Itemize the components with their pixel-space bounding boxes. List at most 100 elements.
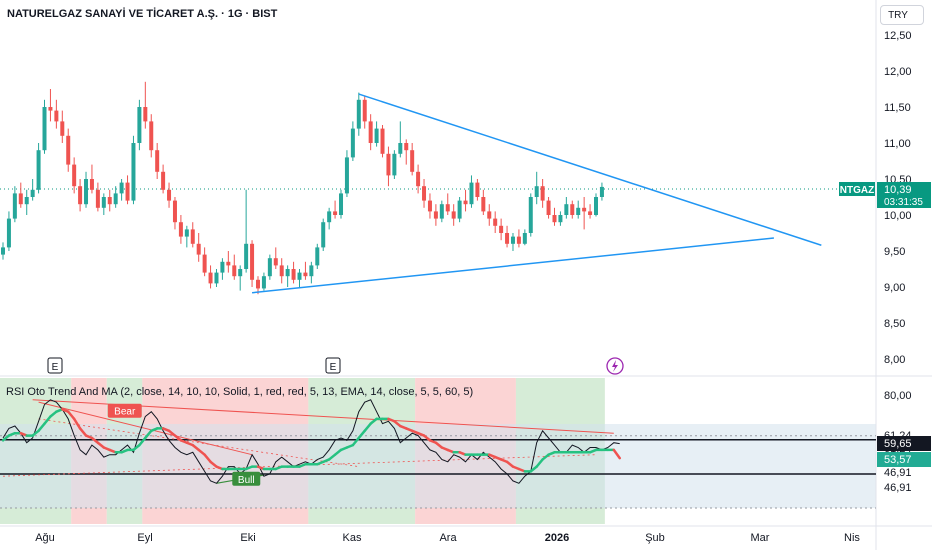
candle-body (380, 128, 385, 154)
rsi-ma-segment (369, 417, 378, 425)
candle-body (250, 243, 255, 280)
rsi-ma-segment (434, 441, 444, 449)
candle-body (72, 164, 77, 187)
earnings-marker-label: E (52, 362, 59, 373)
earnings-marker[interactable] (325, 357, 341, 374)
rsi-band-fill (0, 424, 876, 508)
candle-body (404, 143, 409, 151)
rsi-indicator-legend[interactable]: RSI Oto Trend And MA (2, close, 14, 10, … (6, 386, 474, 398)
candle-body (60, 121, 65, 136)
candle-body (522, 233, 527, 244)
chart-title: NATURELGAZ SANAYİ VE TİCARET A.Ş. · 1G ·… (7, 8, 278, 20)
candle-body (516, 236, 521, 244)
candle-body (469, 182, 474, 205)
earnings-marker-label: E (330, 362, 337, 373)
candle-body (42, 107, 47, 151)
candle-body (244, 243, 249, 269)
candle-body (576, 207, 581, 215)
candle-body (279, 265, 284, 277)
bull-label: Bull (238, 475, 255, 486)
rsi-ma-segment (393, 420, 402, 428)
candle-body (303, 272, 308, 277)
rsi-ma-segment (96, 441, 106, 449)
candle-body (214, 272, 219, 284)
candle-body (54, 110, 59, 122)
candle-body (24, 197, 29, 205)
candle-body (149, 121, 154, 151)
candle-body (552, 215, 557, 223)
rsi-tick-label: 46,91 (884, 467, 912, 479)
rsi-ma-segment (535, 458, 544, 468)
rsi-ma-segment (138, 436, 147, 447)
candle-body (273, 258, 278, 266)
candle-body (309, 265, 314, 277)
price-tag-bg (877, 182, 931, 208)
candle-body (510, 236, 515, 244)
candle-body (594, 197, 598, 215)
rsi-ma-segment (167, 429, 177, 437)
currency-label: TRY (888, 10, 908, 21)
rsi-ma-segment (78, 427, 88, 437)
rsi-ma-segment (1, 434, 11, 442)
candle-body (362, 99, 367, 122)
candle-body (66, 135, 71, 165)
price-tag: 10,39 (884, 184, 912, 196)
bear-label-bg (107, 403, 142, 418)
candle-body (540, 186, 545, 201)
triangle-trendlines[interactable] (251, 93, 822, 294)
candle-body (184, 229, 189, 237)
candle-body (161, 171, 166, 190)
rsi-ma-segment (541, 453, 550, 461)
candle-body (339, 193, 344, 215)
candle-body (445, 204, 450, 212)
time-tick-label: Ara (439, 532, 457, 544)
candle-body (422, 186, 427, 201)
candle-body (433, 211, 438, 219)
rsi-value-tag: 59,65 (884, 438, 912, 450)
candle-body (582, 207, 587, 212)
rsi-ma-segment (66, 410, 76, 421)
candle-body (143, 107, 148, 122)
time-tick-label: 2026 (545, 532, 569, 544)
rsi-ma-segment (327, 453, 337, 461)
trendline-lower[interactable] (251, 237, 774, 294)
candle-body (505, 233, 510, 244)
candle-body (190, 229, 195, 244)
candle-body (137, 107, 142, 143)
rsi-dotted-trend (38, 418, 359, 468)
candle-body (95, 189, 100, 208)
candle-body (588, 211, 593, 215)
time-tick-label: Şub (645, 532, 665, 544)
symbol-tag-bg (839, 182, 875, 196)
price-tick-label: 12,50 (884, 30, 912, 42)
rsi-tick-label: 46,91 (884, 482, 912, 494)
currency-button[interactable]: TRY (880, 5, 924, 25)
candle-body (534, 186, 539, 197)
candle-body (84, 179, 89, 205)
time-tick-label: Mar (751, 532, 770, 544)
ma-value-tag-bg (877, 452, 931, 467)
candle-body (350, 128, 355, 158)
rsi-ma-segment (529, 465, 538, 473)
rsi-ma-segment (132, 443, 141, 452)
candle-body (315, 247, 320, 266)
price-tick-label: 8,50 (884, 318, 905, 330)
rsi-ma-segment (90, 436, 100, 444)
candle-body (12, 193, 17, 219)
candle-body (131, 143, 136, 201)
candle-body (327, 211, 332, 223)
candle-body (48, 107, 53, 111)
rsi-ma-segment (197, 448, 206, 456)
candle-body (291, 269, 296, 280)
trendline-upper[interactable] (358, 93, 822, 246)
earnings-marker[interactable] (47, 357, 63, 374)
rsi-ma-segment (505, 460, 515, 468)
candle-body (78, 186, 83, 205)
candle-body (368, 121, 373, 143)
price-tick-label: 8,00 (884, 354, 905, 366)
rsi-ma-segment (49, 410, 58, 418)
